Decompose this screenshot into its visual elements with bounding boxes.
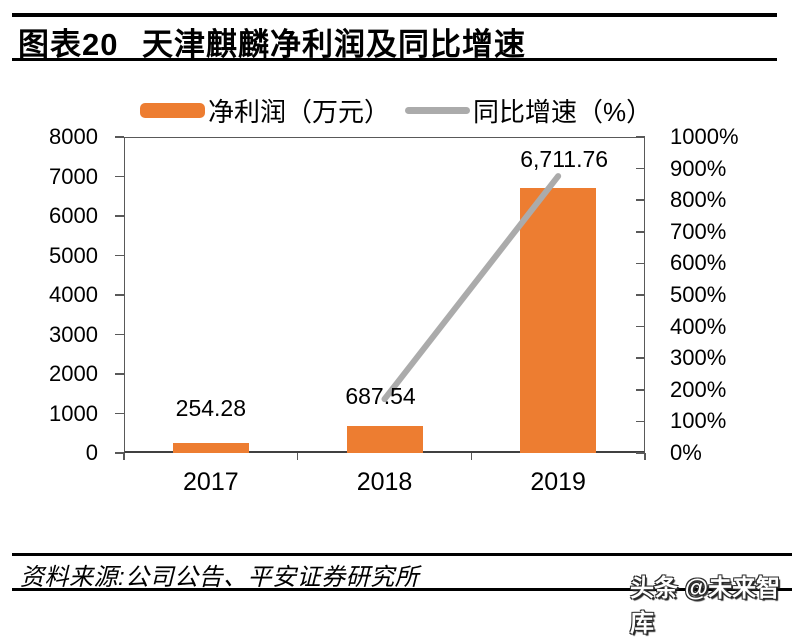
left-axis-tick <box>115 294 124 296</box>
right-axis-tick <box>636 199 645 201</box>
y-axis-label-left: 8000 <box>49 124 98 149</box>
source-note: 资料来源:公司公告、平安证券研究所 <box>20 564 420 591</box>
figure-title: 天津麒麟净利润及同比增速 <box>142 27 526 62</box>
right-axis-tick <box>636 389 645 391</box>
y-axis-label-right: 0% <box>670 440 702 465</box>
y-axis-label-left: 4000 <box>49 282 98 307</box>
x-axis-tick <box>123 453 125 460</box>
x-axis-label: 2019 <box>530 468 586 496</box>
right-axis-tick <box>636 357 645 359</box>
footer-top-rule <box>12 553 792 556</box>
right-axis-tick <box>636 452 645 454</box>
y-axis-label-left: 1000 <box>49 400 98 426</box>
data-label-2017: 254.28 <box>175 394 247 421</box>
left-axis-tick <box>115 175 124 178</box>
bar-swatch-icon <box>140 102 205 118</box>
left-axis-tick <box>115 412 124 415</box>
bar-2019 <box>520 187 597 453</box>
bar-2017 <box>172 442 249 453</box>
watermark: 头条 @未来智库 <box>630 575 781 637</box>
left-axis-tick <box>115 215 124 217</box>
legend-label-growth: 同比增速（%） <box>473 96 653 127</box>
y-axis-label-left: 0 <box>85 440 98 465</box>
y-axis-label-right: 700% <box>670 218 727 244</box>
y-axis-label-right: 200% <box>670 376 727 402</box>
growth-line <box>381 173 562 403</box>
legend-label-net-profit: 净利润（万元） <box>208 96 391 127</box>
right-axis-tick <box>636 136 645 138</box>
x-axis-label: 2018 <box>356 468 413 496</box>
y-axis-label-right: 600% <box>670 250 727 276</box>
plot-frame <box>124 137 645 453</box>
legend-item-net-profit: 净利润（万元） <box>140 95 390 127</box>
left-axis-tick <box>115 333 124 336</box>
y-axis-label-left: 3000 <box>49 321 98 347</box>
left-axis-tick <box>115 373 124 375</box>
right-axis-tick <box>636 325 645 328</box>
data-label-2019: 6,711.76 <box>520 146 609 173</box>
y-axis-label-right: 900% <box>670 155 727 181</box>
x-axis-tick <box>470 453 473 460</box>
right-axis-tick <box>636 231 645 233</box>
x-axis-tick <box>644 453 646 460</box>
bar-2018 <box>346 425 423 453</box>
y-axis-label-right: 100% <box>670 408 727 434</box>
y-axis-label-left: 2000 <box>49 361 98 386</box>
right-axis-tick <box>636 294 645 296</box>
right-axis-tick <box>636 167 645 170</box>
y-axis-label-right: 300% <box>670 345 727 371</box>
left-axis-tick <box>115 452 124 454</box>
y-axis-label-right: 800% <box>670 187 727 213</box>
y-axis-label-right: 400% <box>670 313 727 339</box>
legend-item-growth: 同比增速（%） <box>405 95 652 127</box>
data-label-2018: 687.54 <box>345 382 416 409</box>
footer-bottom-rule <box>12 588 792 591</box>
y-axis-label-left: 5000 <box>49 242 98 268</box>
title-bottom-rule <box>12 58 777 61</box>
y-axis-label-left: 6000 <box>49 203 98 228</box>
x-axis-tick <box>296 453 299 460</box>
x-axis-label: 2017 <box>183 468 239 496</box>
y-axis-label-right: 1000% <box>670 124 739 149</box>
left-axis-tick <box>115 136 124 138</box>
chart-plot-area: 0 1000 2000 3000 4000 5000 6000 7000 8000 0% 100% 2… <box>49 124 739 496</box>
left-axis-tick <box>115 254 124 257</box>
right-axis-tick <box>636 420 645 423</box>
line-swatch-icon <box>405 106 470 114</box>
right-axis-tick <box>636 262 645 265</box>
y-axis-label-left: 7000 <box>49 163 98 189</box>
figure-number: 图表20 <box>18 27 119 62</box>
y-axis-label-right: 500% <box>670 282 727 307</box>
title-top-rule <box>12 13 777 17</box>
